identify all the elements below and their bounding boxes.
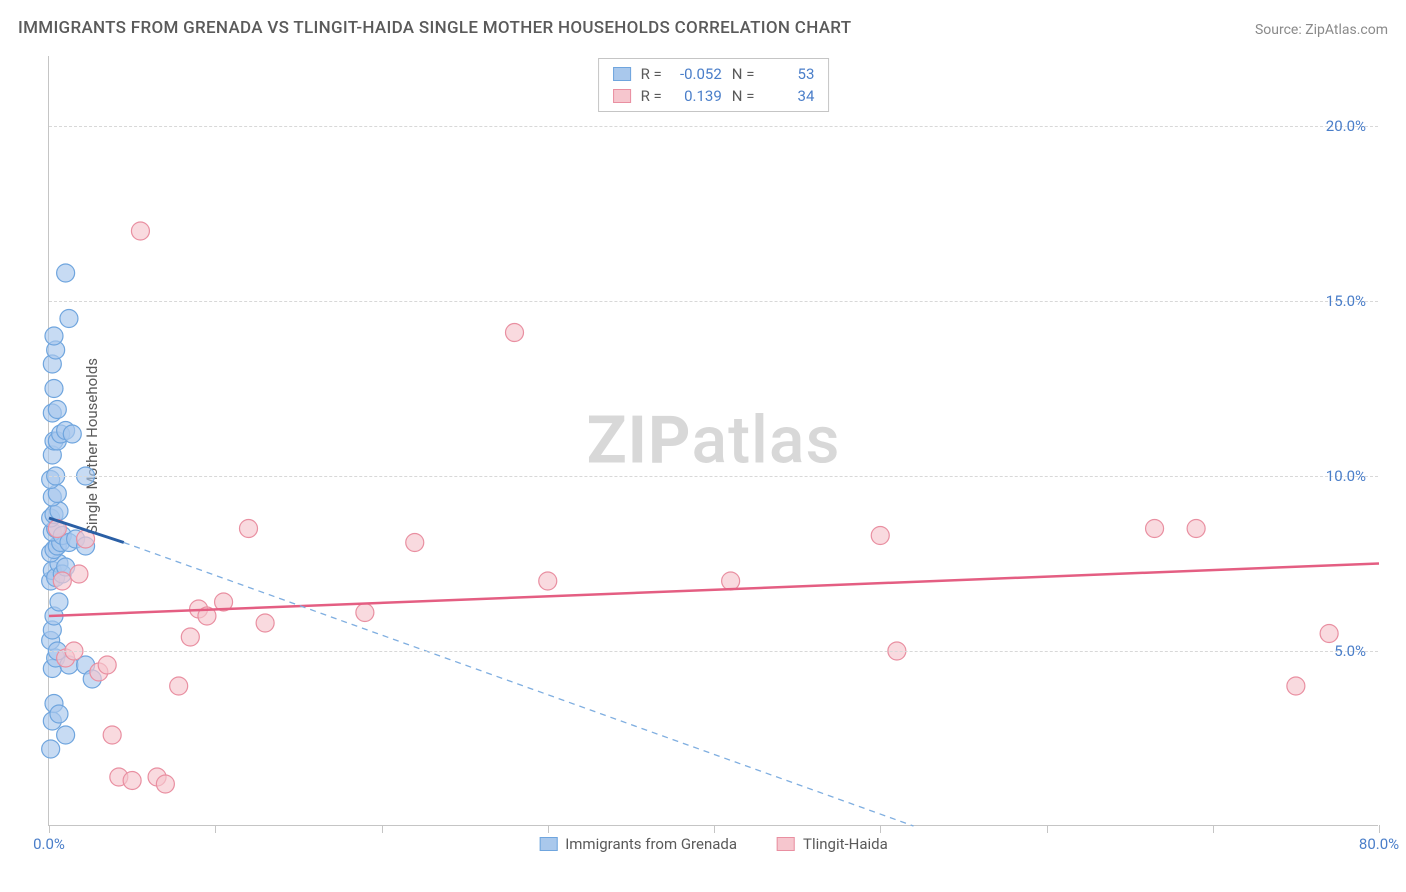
scatter-point	[406, 534, 424, 552]
x-tick	[49, 825, 50, 833]
plot-svg	[49, 56, 1378, 825]
y-tick-label: 20.0%	[1326, 117, 1366, 135]
scatter-point	[170, 677, 188, 695]
y-tick-label: 15.0%	[1326, 292, 1366, 310]
scatter-point	[871, 527, 889, 545]
scatter-point	[57, 264, 75, 282]
scatter-point	[103, 726, 121, 744]
gridline-horizontal	[49, 476, 1378, 477]
scatter-point	[53, 572, 71, 590]
trend-line	[49, 564, 1379, 617]
scatter-point	[50, 705, 68, 723]
scatter-point	[63, 425, 81, 443]
scatter-point	[42, 740, 60, 758]
y-tick-label: 5.0%	[1334, 642, 1366, 660]
scatter-point	[506, 324, 524, 342]
scatter-point	[48, 401, 66, 419]
y-tick-label: 10.0%	[1326, 467, 1366, 485]
chart-title: IMMIGRANTS FROM GRENADA VS TLINGIT-HAIDA…	[18, 18, 851, 38]
x-tick-label: 80.0%	[1359, 835, 1399, 853]
scatter-point	[1320, 625, 1338, 643]
scatter-point	[1287, 677, 1305, 695]
scatter-point	[98, 656, 116, 674]
scatter-point	[45, 380, 63, 398]
scatter-point	[181, 628, 199, 646]
scatter-plot-area: ZIPatlas R = -0.052 N = 53 R = 0.139 N =…	[48, 56, 1378, 826]
scatter-point	[70, 565, 88, 583]
legend-label: Tlingit-Haida	[803, 835, 888, 853]
x-tick	[548, 825, 549, 833]
scatter-point	[240, 520, 258, 538]
scatter-point	[45, 327, 63, 345]
scatter-point	[1187, 520, 1205, 538]
legend-item: Immigrants from Grenada	[539, 835, 737, 853]
gridline-horizontal	[49, 126, 1378, 127]
x-tick	[880, 825, 881, 833]
swatch-icon	[777, 837, 795, 851]
bottom-legend: Immigrants from Grenada Tlingit-Haida	[539, 835, 888, 853]
scatter-point	[156, 775, 174, 793]
scatter-point	[57, 726, 75, 744]
x-tick	[1379, 825, 1380, 833]
scatter-point	[50, 593, 68, 611]
x-tick	[382, 825, 383, 833]
scatter-point	[722, 572, 740, 590]
legend-item: Tlingit-Haida	[777, 835, 888, 853]
x-tick	[1213, 825, 1214, 833]
x-tick	[714, 825, 715, 833]
trend-line-extrapolation	[124, 543, 914, 827]
source-attribution: Source: ZipAtlas.com	[1255, 22, 1388, 38]
x-tick	[1047, 825, 1048, 833]
scatter-point	[356, 604, 374, 622]
scatter-point	[1146, 520, 1164, 538]
swatch-icon	[539, 837, 557, 851]
x-tick	[215, 825, 216, 833]
scatter-point	[123, 772, 141, 790]
scatter-point	[256, 614, 274, 632]
gridline-horizontal	[49, 651, 1378, 652]
scatter-point	[539, 572, 557, 590]
scatter-point	[60, 310, 78, 328]
scatter-point	[131, 222, 149, 240]
legend-label: Immigrants from Grenada	[565, 835, 737, 853]
x-tick-label: 0.0%	[33, 835, 65, 853]
gridline-horizontal	[49, 301, 1378, 302]
